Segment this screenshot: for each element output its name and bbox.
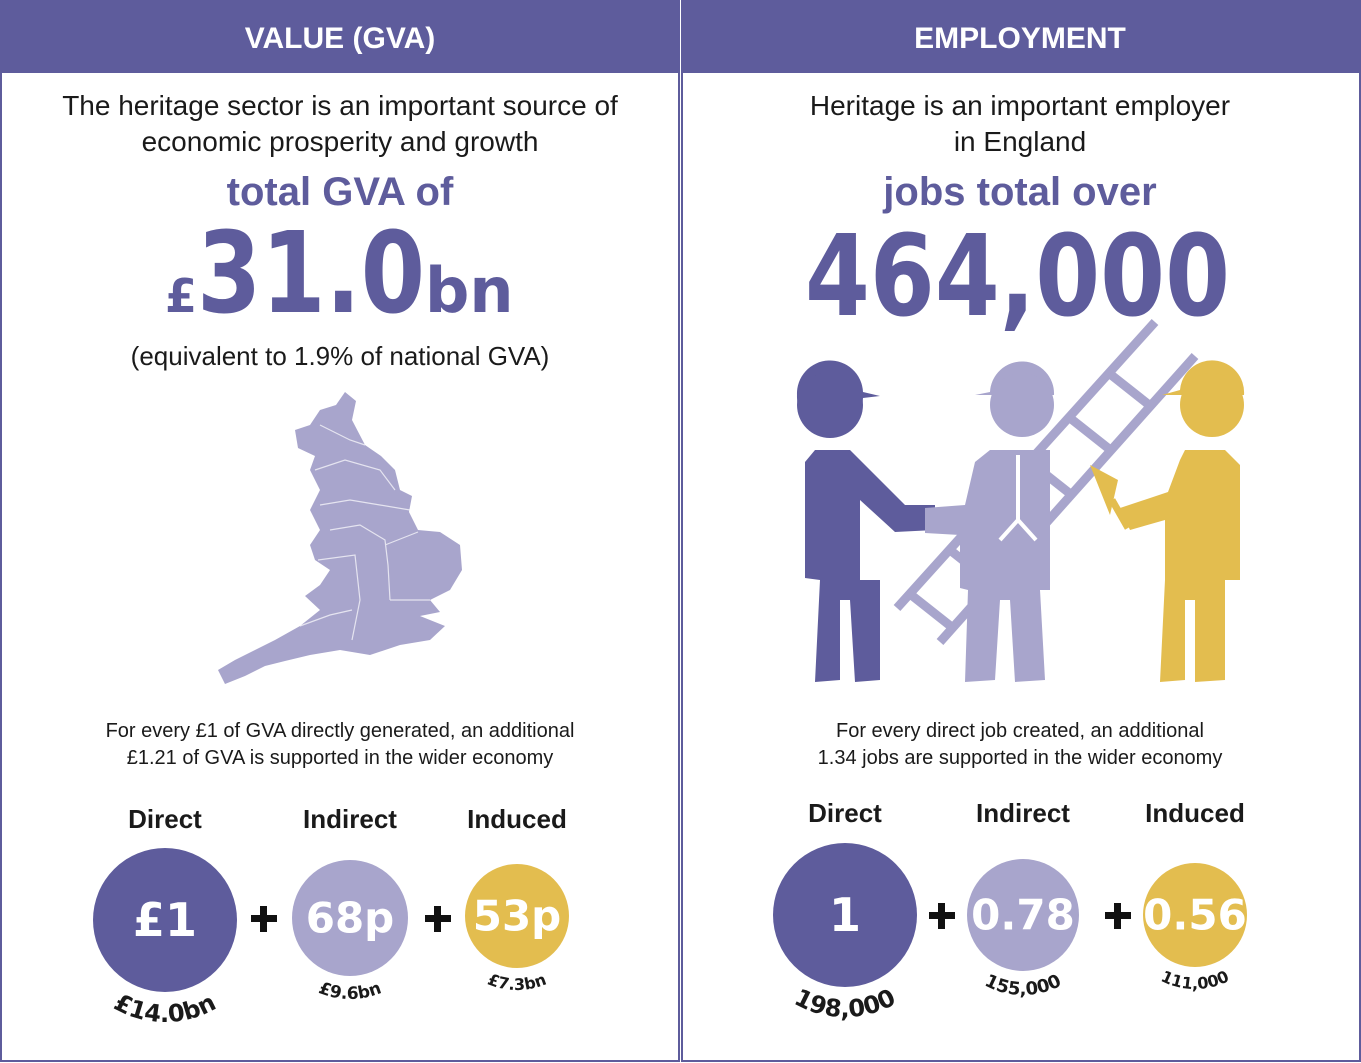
header-title: VALUE (GVA) <box>245 22 436 55</box>
item-total-path: £14.0bn <box>110 988 221 1028</box>
item-label: Direct <box>128 804 202 834</box>
item-value: 0.56 <box>1143 891 1247 940</box>
headline-number: 31.0 <box>197 209 425 339</box>
item-circle <box>1143 863 1247 967</box>
multiplier-line: For every £1 of GVA directly generated, … <box>106 720 575 742</box>
headline-prefix: £ <box>165 269 197 323</box>
item-value: 68p <box>306 894 395 943</box>
intro-line: The heritage sector is an important sour… <box>62 90 618 121</box>
item-total: 111,000 <box>1158 967 1231 993</box>
item-circle <box>93 848 237 992</box>
item-circle <box>465 864 569 968</box>
item-total: £7.3bn <box>485 970 548 995</box>
multiplier-line: For every direct job created, an additio… <box>836 720 1204 742</box>
intro-line: Heritage is an important employer <box>810 90 1230 121</box>
intro-line: economic prosperity and growth <box>142 126 539 157</box>
item-label: Direct <box>808 798 882 828</box>
item-total-path: 111,000 <box>1158 967 1231 993</box>
item-total: 155,000 <box>982 970 1065 1000</box>
worker-light <box>925 361 1055 682</box>
england-map <box>218 392 462 684</box>
intro-line: in England <box>954 126 1086 157</box>
item-value: 0.78 <box>971 891 1075 940</box>
item-circle <box>292 860 408 976</box>
item-total-path: £7.3bn <box>485 970 548 995</box>
item-label: Indirect <box>303 804 397 834</box>
multiplier-line: 1.34 jobs are supported in the wider eco… <box>818 747 1223 769</box>
item-total-path: £9.6bn <box>316 978 384 1004</box>
item-total: £14.0bn <box>110 988 221 1028</box>
worker-yellow <box>1090 360 1245 682</box>
panel-header <box>0 0 680 73</box>
item-value: 53p <box>473 892 562 941</box>
plus-signs <box>251 903 1131 932</box>
item-value: £1 <box>133 893 197 947</box>
headline: £31.0bn <box>165 209 514 339</box>
item-label: Induced <box>1145 798 1245 828</box>
item-total: £9.6bn <box>316 978 384 1004</box>
item-total-path: 155,000 <box>982 970 1065 1000</box>
highlight: jobs total over <box>882 170 1156 214</box>
item-circle <box>967 859 1079 971</box>
item-label: Induced <box>467 804 567 834</box>
note: (equivalent to 1.9% of national GVA) <box>131 341 550 371</box>
worker-dark <box>796 360 935 682</box>
panel-header <box>682 0 1361 73</box>
item-total-path: 198,000 <box>790 983 900 1023</box>
item-label: Indirect <box>976 798 1070 828</box>
header-title: EMPLOYMENT <box>914 22 1126 55</box>
item-value: 1 <box>829 888 861 942</box>
headline-suffix: bn <box>425 254 514 327</box>
headline-number: 464,000 <box>805 212 1230 342</box>
highlight: total GVA of <box>227 170 454 214</box>
workers-illustration <box>796 318 1245 682</box>
multiplier-line: £1.21 of GVA is supported in the wider e… <box>127 747 554 769</box>
item-total: 198,000 <box>790 983 900 1023</box>
item-circle <box>773 843 917 987</box>
